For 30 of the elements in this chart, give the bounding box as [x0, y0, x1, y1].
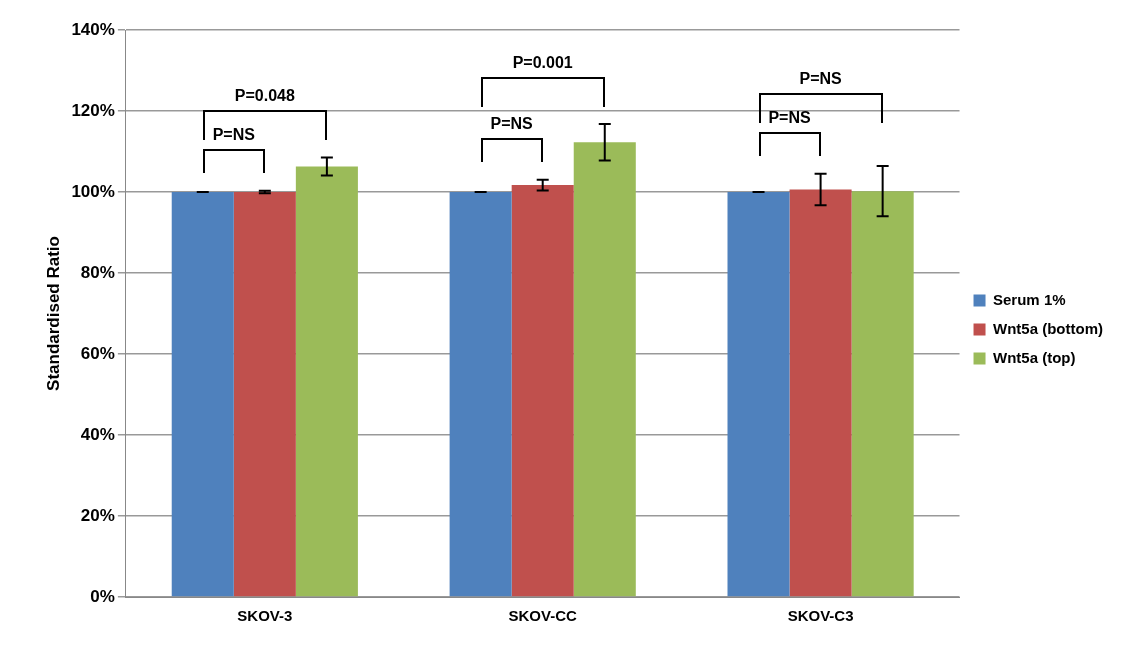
- y-tick-label: 80%: [80, 262, 115, 282]
- annotation: P=0.048: [234, 87, 295, 105]
- legend-label: Wnt5a (bottom): [993, 319, 1104, 337]
- annotation: P=NS: [768, 109, 811, 127]
- x-tick-label: SKOV-C3: [787, 607, 854, 625]
- bar: [789, 189, 852, 597]
- bar: [511, 185, 574, 597]
- y-axis-title: Standardised Ratio: [43, 236, 63, 391]
- y-tick-label: 40%: [80, 424, 115, 444]
- legend-label: Serum 1%: [993, 290, 1066, 308]
- bar: [573, 142, 636, 597]
- bar: [295, 166, 358, 597]
- bar: [851, 191, 914, 597]
- x-tick-label: SKOV-3: [237, 607, 293, 625]
- y-tick-label: 0%: [90, 586, 115, 606]
- y-tick-label: 20%: [80, 505, 115, 525]
- bar: [171, 192, 234, 597]
- annotation: P=NS: [490, 115, 534, 133]
- legend-label: Wnt5a (top): [993, 348, 1076, 366]
- annotation: P=0.001: [512, 54, 573, 72]
- x-tick-label: SKOV-CC: [508, 607, 578, 625]
- bar: [449, 192, 512, 597]
- annotation: P=NS: [212, 126, 256, 144]
- bar: [727, 192, 790, 597]
- y-tick-label: 60%: [80, 343, 115, 363]
- annotation: P=NS: [799, 70, 843, 88]
- y-tick-label: 140%: [71, 19, 115, 39]
- y-tick-label: 120%: [71, 100, 115, 120]
- y-tick-label: 100%: [71, 181, 115, 201]
- bar: [233, 192, 296, 597]
